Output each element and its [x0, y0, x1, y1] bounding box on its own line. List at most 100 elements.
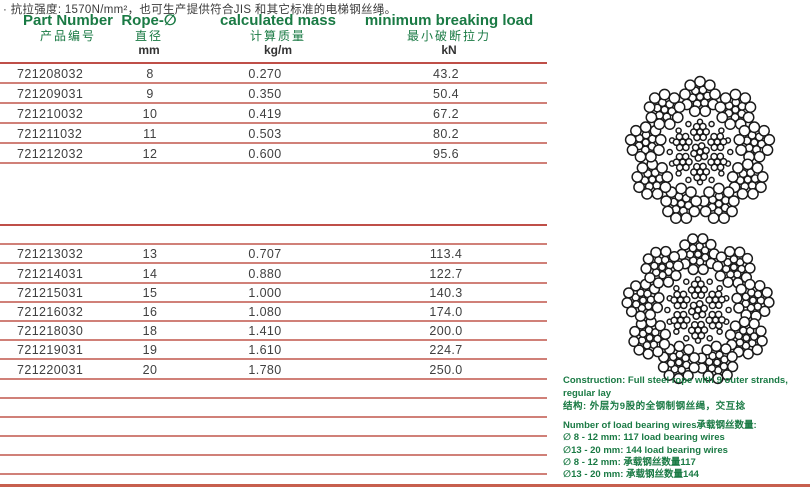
- table-cell: [185, 472, 345, 473]
- table-cell: 18: [142, 324, 158, 339]
- table-cell: 1.410: [248, 324, 282, 339]
- wires-list: ∅ 8 - 12 mm: 117 load bearing wires ∅13 -…: [563, 432, 810, 481]
- table-cell: 721212032: [17, 147, 84, 161]
- construction-note: Construction: Full steel rope with 9 out…: [563, 375, 810, 414]
- table-cell: 721214031: [17, 266, 84, 281]
- table-row-empty: [0, 380, 547, 399]
- tensile-strength-note: · 抗拉强度: 1570N/mm²，也可生产提供符合JIS 和其它标准的电梯钢丝…: [3, 4, 397, 16]
- table-cell: 174.0: [429, 304, 463, 319]
- table-cell: 0.600: [248, 147, 282, 161]
- table-row-empty: [0, 226, 547, 246]
- table-cell: 0.350: [248, 87, 282, 101]
- table-row-empty: [0, 456, 547, 476]
- table-cell: 721211032: [17, 127, 83, 141]
- table-cell: 721213032: [17, 247, 84, 262]
- table-cell: 0.270: [248, 67, 282, 81]
- table-cell: 1.780: [248, 362, 282, 377]
- table-cell: [115, 396, 185, 397]
- column-header-unit: kg/m: [263, 43, 292, 57]
- table-cell: 0.707: [248, 247, 282, 262]
- table-cell: [115, 415, 185, 416]
- table-header-row: Part Number 产品编号 Rope-∅ 直径 mm calculated…: [0, 13, 547, 61]
- table-cell: 200.0: [429, 324, 463, 339]
- table-cell: [0, 396, 115, 397]
- table-cell: [0, 242, 115, 243]
- table-cell: [345, 472, 547, 473]
- table-cell: 122.7: [429, 266, 463, 281]
- column-header-part-number: Part Number 产品编号: [2, 13, 134, 44]
- table-cell: 9: [146, 87, 154, 101]
- load-bearing-wires-note: Number of load bearing wires承载钢丝数量: ∅ 8 …: [563, 420, 810, 481]
- wires-line: ∅ 8 - 12 mm: 117 load bearing wires: [563, 432, 725, 444]
- table-row: 721216032 16 1.080 174.0: [0, 303, 547, 322]
- table-row: 721213032 13 0.707 113.4: [0, 245, 547, 265]
- table-cell: [115, 434, 185, 435]
- table-cell: 43.2: [433, 67, 459, 81]
- table-cell: 13: [142, 247, 158, 262]
- column-header-en: Part Number: [22, 12, 114, 29]
- table-cell: 14: [142, 266, 158, 281]
- table-cell: 721208032: [17, 67, 84, 81]
- table-cell: 224.7: [429, 343, 463, 358]
- table-cell: 140.3: [429, 285, 463, 300]
- table-cell: 1.080: [248, 304, 282, 319]
- table-cell: 10: [142, 107, 158, 121]
- table-cell: 19: [142, 343, 158, 358]
- table-cell: 80.2: [433, 127, 459, 141]
- table-cell: [115, 453, 185, 454]
- table-cell: 1.610: [248, 343, 282, 358]
- table-cell: 67.2: [433, 107, 459, 121]
- table-cell: 20: [142, 362, 158, 377]
- table-cell: [185, 242, 345, 243]
- column-header-zh: 最小破断拉力: [406, 29, 491, 43]
- column-header-en: minimum breaking load: [364, 12, 534, 29]
- column-header-unit: mm: [138, 43, 160, 57]
- bottom-divider-line: [0, 484, 810, 487]
- column-header-rope-diameter: Rope-∅ 直径 mm: [110, 13, 188, 57]
- wires-title: Number of load bearing wires承载钢丝数量:: [563, 420, 757, 431]
- table-row: 721214031 14 0.880 122.7: [0, 264, 547, 284]
- construction-text-zh: 结构: 外层为9股的全钢制钢丝绳，交互捻: [563, 401, 746, 412]
- table-cell: 721215031: [17, 285, 84, 300]
- table-cell: [345, 242, 547, 243]
- table-cell: [0, 492, 115, 493]
- table-cell: [115, 472, 185, 473]
- table-cell: 1.000: [248, 285, 282, 300]
- table-cell: 721216032: [17, 304, 84, 319]
- table-cell: [185, 415, 345, 416]
- table-cell: 15: [142, 285, 158, 300]
- table-cell: 113.4: [429, 247, 463, 262]
- table-cell: [115, 492, 185, 493]
- column-header-zh: 直径: [134, 29, 163, 43]
- table-row: 721212032 12 0.600 95.6: [0, 144, 547, 164]
- table-row: 721218030 18 1.410 200.0: [0, 322, 547, 342]
- column-header-en: Rope-∅: [121, 12, 177, 29]
- table-cell: 0.503: [248, 127, 282, 141]
- table-cell: [0, 434, 115, 435]
- table-cell: [0, 453, 115, 454]
- table-cell: [0, 472, 115, 473]
- table-cell: [115, 242, 185, 243]
- table-cell: 721218030: [17, 324, 84, 339]
- table-cell: 11: [143, 127, 157, 141]
- column-header-en: calculated mass: [220, 12, 336, 29]
- table-row-empty: [0, 437, 547, 457]
- wire-rope-cross-section-diagram-small: [624, 75, 776, 225]
- table-cell: 8: [146, 67, 154, 81]
- table-row: 721211032 11 0.503 80.2: [0, 124, 547, 144]
- column-header-zh: 计算质量: [249, 29, 306, 43]
- table-cell: [0, 415, 115, 416]
- table-cell: 95.6: [433, 147, 459, 161]
- table-row: 721208032 8 0.270 43.2: [0, 64, 547, 84]
- column-header-min-breaking-load: minimum breaking load 最小破断拉力 kN: [352, 13, 546, 57]
- wires-line: ∅ 8 - 12 mm: 承载钢丝数量117: [563, 456, 696, 468]
- table-cell: [345, 434, 547, 435]
- table-cell: 12: [142, 147, 158, 161]
- spec-table-diameters-13-20: 721213032 13 0.707 113.4 721214031 14 0.880 122…: [0, 224, 547, 493]
- table-cell: 16: [142, 304, 158, 319]
- column-header-unit: kN: [441, 43, 457, 57]
- table-cell: 250.0: [429, 362, 463, 377]
- wires-line: ∅13 - 20 mm: 承载钢丝数量144: [563, 469, 699, 481]
- table-row-empty: [0, 418, 547, 438]
